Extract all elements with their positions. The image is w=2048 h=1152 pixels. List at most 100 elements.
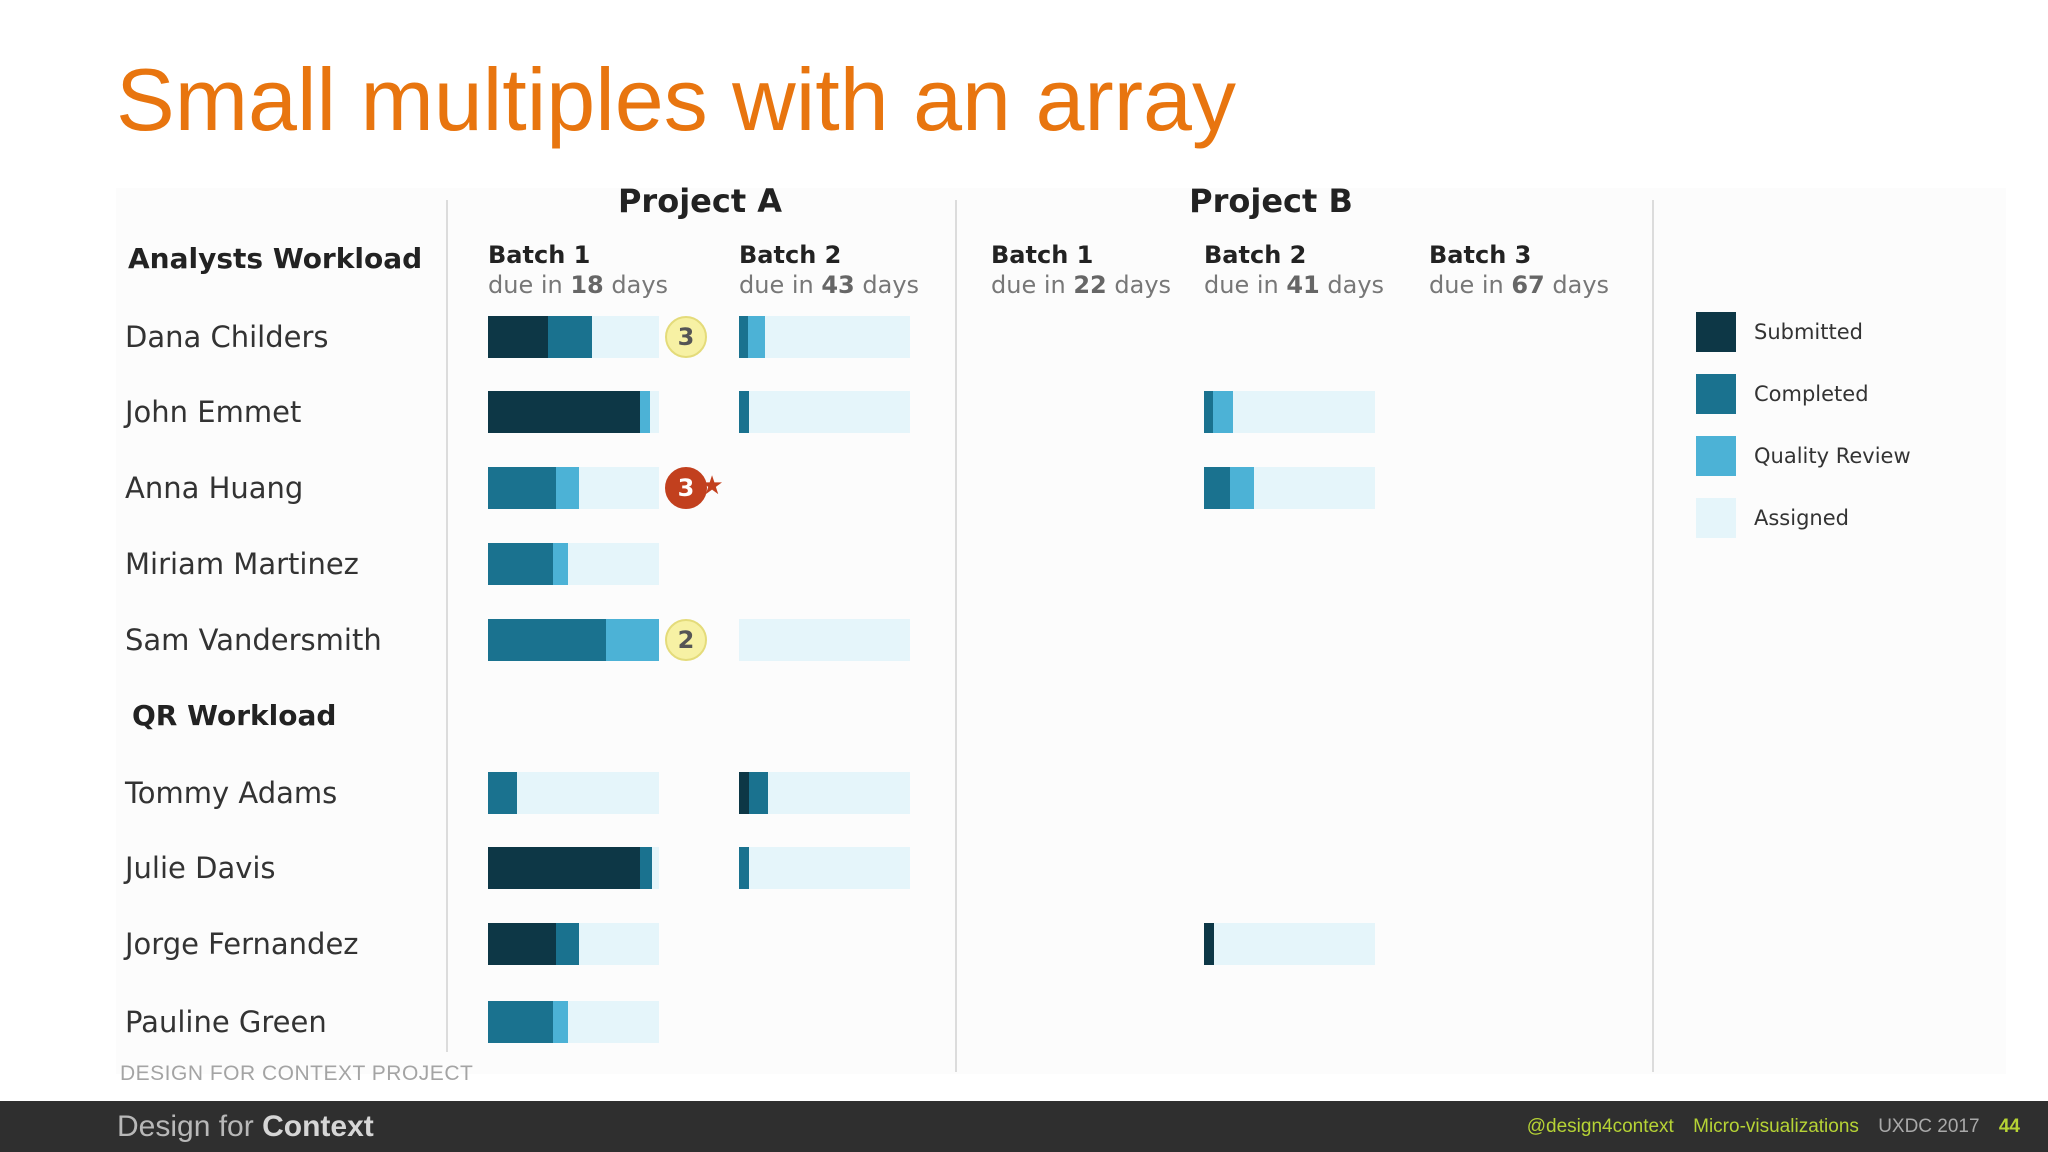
row-label: Anna Huang xyxy=(125,471,304,505)
project-header: Project B xyxy=(1189,182,1353,220)
bar-segment-assigned xyxy=(1233,391,1375,433)
bar-segment-quality-review xyxy=(605,619,659,661)
legend-label: Submitted xyxy=(1754,320,1863,344)
row-label: Miriam Martinez xyxy=(125,547,359,581)
stacked-bar xyxy=(488,847,659,889)
legend-label: Quality Review xyxy=(1754,444,1911,468)
bar-segment-assigned xyxy=(592,316,659,358)
batch-header: Batch 1 due in 18 days xyxy=(488,240,668,300)
bar-segment-assigned xyxy=(764,316,910,358)
footer-meta: @design4context Micro-visualizations UXD… xyxy=(1513,1101,2020,1152)
legend-label: Assigned xyxy=(1754,506,1849,530)
legend-item: Assigned xyxy=(1696,498,1849,538)
bar-segment-completed xyxy=(547,316,593,358)
legend-swatch xyxy=(1696,436,1736,476)
bar-segment-submitted xyxy=(488,923,557,965)
section-header: Analysts Workload xyxy=(128,242,423,275)
count-badge: 3 xyxy=(665,316,707,358)
bar-segment-quality-review xyxy=(552,543,569,585)
row-label: Pauline Green xyxy=(125,1005,327,1039)
bar-segment-completed xyxy=(488,467,557,509)
row-label: Sam Vandersmith xyxy=(125,623,382,657)
stacked-bar xyxy=(739,391,910,433)
bar-segment-assigned xyxy=(768,772,910,814)
bar-segment-assigned xyxy=(739,619,910,661)
bar-segment-assigned xyxy=(568,543,659,585)
column-divider xyxy=(446,200,448,1052)
bar-segment-assigned xyxy=(578,923,659,965)
due-prefix: due in xyxy=(991,271,1074,299)
bar-segment-completed xyxy=(749,772,769,814)
bar-segment-assigned xyxy=(568,1001,659,1043)
bar-segment-quality-review xyxy=(1229,467,1254,509)
stacked-bar xyxy=(488,772,659,814)
batch-name: Batch 2 xyxy=(1204,241,1307,269)
stacked-bar xyxy=(488,391,659,433)
bar-segment-completed xyxy=(488,772,518,814)
bar-segment-completed xyxy=(739,316,748,358)
bar-segment-assigned xyxy=(1253,467,1375,509)
legend-item: Quality Review xyxy=(1696,436,1911,476)
legend-item: Completed xyxy=(1696,374,1869,414)
batch-header: Batch 2 due in 43 days xyxy=(739,240,919,300)
legend-swatch xyxy=(1696,498,1736,538)
footer-bar: Design for Context @design4context Micro… xyxy=(0,1101,2048,1152)
stacked-bar xyxy=(739,847,910,889)
legend-swatch xyxy=(1696,312,1736,352)
stacked-bar xyxy=(488,619,659,661)
row-label: Jorge Fernandez xyxy=(125,927,359,961)
stacked-bar xyxy=(488,1001,659,1043)
bar-segment-completed xyxy=(739,847,750,889)
footer-page-number: 44 xyxy=(1998,1116,2020,1137)
bar-segment-completed xyxy=(488,619,606,661)
due-suffix: days xyxy=(854,271,920,299)
row-label: Dana Childers xyxy=(125,320,329,354)
batch-due-text: due in 22 days xyxy=(991,270,1171,300)
due-days: 41 xyxy=(1286,271,1320,299)
due-days: 22 xyxy=(1073,271,1107,299)
count-badge: 3 xyxy=(665,467,707,509)
batch-due-text: due in 43 days xyxy=(739,270,919,300)
bar-segment-completed xyxy=(1204,467,1230,509)
column-divider xyxy=(1652,200,1654,1072)
batch-name: Batch 1 xyxy=(991,241,1094,269)
stacked-bar xyxy=(488,467,659,509)
bar-segment-submitted xyxy=(1204,923,1215,965)
batch-header: Batch 1 due in 22 days xyxy=(991,240,1171,300)
column-divider xyxy=(955,200,957,1072)
row-label: Tommy Adams xyxy=(125,776,338,810)
section-header: QR Workload xyxy=(132,699,337,732)
row-label: John Emmet xyxy=(125,395,302,429)
row-label: Julie Davis xyxy=(125,851,276,885)
bar-segment-assigned xyxy=(749,847,910,889)
footer-caption: DESIGN FOR CONTEXT PROJECT xyxy=(120,1062,474,1085)
footer-handle: @design4context xyxy=(1526,1116,1674,1137)
stacked-bar xyxy=(1204,923,1375,965)
batch-name: Batch 3 xyxy=(1429,241,1532,269)
batch-due-text: due in 18 days xyxy=(488,270,668,300)
due-prefix: due in xyxy=(1429,271,1512,299)
bar-segment-completed xyxy=(556,923,579,965)
stacked-bar xyxy=(488,316,659,358)
footer-event: UXDC 2017 xyxy=(1878,1116,1980,1137)
due-prefix: due in xyxy=(488,271,571,299)
stacked-bar xyxy=(739,316,910,358)
due-suffix: days xyxy=(603,271,669,299)
bar-segment-submitted xyxy=(488,847,641,889)
bar-segment-quality-review xyxy=(552,1001,569,1043)
stacked-bar xyxy=(1204,391,1375,433)
bar-segment-completed xyxy=(488,1001,553,1043)
bar-segment-assigned xyxy=(578,467,659,509)
bar-segment-assigned xyxy=(650,391,659,433)
stacked-bar xyxy=(1204,467,1375,509)
bar-segment-assigned xyxy=(652,847,659,889)
bar-segment-assigned xyxy=(517,772,659,814)
batch-name: Batch 2 xyxy=(739,241,842,269)
bar-segment-completed xyxy=(1204,391,1213,433)
bar-segment-assigned xyxy=(749,391,910,433)
footer-brand-bold: Context xyxy=(262,1110,374,1143)
stacked-bar xyxy=(739,619,910,661)
bar-segment-completed xyxy=(739,391,750,433)
chart-panel xyxy=(116,188,2006,1074)
legend-swatch xyxy=(1696,374,1736,414)
